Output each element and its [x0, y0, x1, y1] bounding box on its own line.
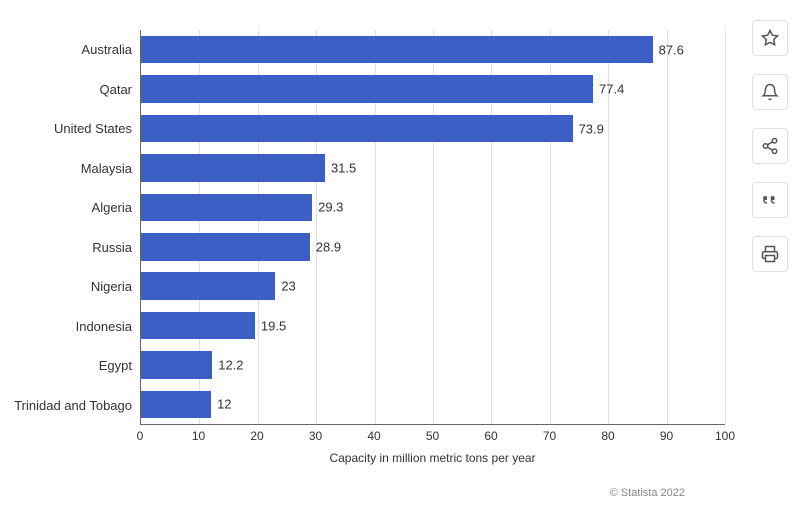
sidebar-tools: [745, 0, 795, 505]
x-axis-tick: 70: [543, 429, 556, 443]
bar[interactable]: 77.4: [141, 75, 593, 103]
x-axis-tick: 100: [715, 429, 735, 443]
plot-area: 87.6 77.4 73.9 31.5 29.3 28.9 23 19.5 12.2 12: [140, 30, 725, 425]
bar-value-label: 12: [217, 397, 231, 412]
share-button[interactable]: [752, 128, 788, 164]
bars-container: 87.6 77.4 73.9 31.5 29.3 28.9 23 19.5 12.2 12: [141, 30, 725, 424]
bar-value-label: 31.5: [331, 160, 356, 175]
print-icon: [761, 245, 779, 263]
y-axis-label: Australia: [10, 30, 140, 70]
bar[interactable]: 23: [141, 272, 275, 300]
bar-row: 77.4: [141, 69, 725, 108]
bar[interactable]: 73.9: [141, 115, 573, 143]
x-axis-tick: 50: [426, 429, 439, 443]
x-axis-tick: 0: [137, 429, 144, 443]
print-button[interactable]: [752, 236, 788, 272]
y-axis-label: Malaysia: [10, 149, 140, 189]
quote-icon: [761, 191, 779, 209]
bar-row: 12: [141, 385, 725, 424]
bar-value-label: 29.3: [318, 200, 343, 215]
chart-area: AustraliaQatarUnited StatesMalaysiaAlger…: [0, 0, 745, 505]
bar-row: 12.2: [141, 345, 725, 384]
bar[interactable]: 19.5: [141, 312, 255, 340]
x-axis-tick: 10: [192, 429, 205, 443]
y-axis-label: Egypt: [10, 346, 140, 386]
bar[interactable]: 31.5: [141, 154, 325, 182]
y-axis-label: Trinidad and Tobago: [10, 386, 140, 426]
bar-value-label: 23: [281, 279, 295, 294]
cite-button[interactable]: [752, 182, 788, 218]
star-icon: [761, 29, 779, 47]
bar-value-label: 87.6: [659, 42, 684, 57]
bar[interactable]: 87.6: [141, 36, 653, 64]
bar[interactable]: 12: [141, 391, 211, 419]
favorite-button[interactable]: [752, 20, 788, 56]
bar-row: 87.6: [141, 30, 725, 69]
x-axis-tick: 40: [367, 429, 380, 443]
y-axis-label: Russia: [10, 228, 140, 268]
bar[interactable]: 12.2: [141, 351, 212, 379]
bar-value-label: 12.2: [218, 357, 243, 372]
bar-row: 19.5: [141, 306, 725, 345]
y-axis: AustraliaQatarUnited StatesMalaysiaAlger…: [10, 30, 140, 425]
y-axis-label: Indonesia: [10, 307, 140, 347]
bar-row: 29.3: [141, 188, 725, 227]
x-axis-tick: 90: [660, 429, 673, 443]
notify-button[interactable]: [752, 74, 788, 110]
bar-row: 73.9: [141, 109, 725, 148]
x-axis-tick: 80: [601, 429, 614, 443]
bar-row: 23: [141, 266, 725, 305]
bar-value-label: 28.9: [316, 239, 341, 254]
bar-row: 28.9: [141, 227, 725, 266]
x-axis-label: Capacity in million metric tons per year: [329, 451, 535, 465]
gridline: [725, 30, 726, 424]
y-axis-label: Algeria: [10, 188, 140, 228]
x-axis: Capacity in million metric tons per year…: [140, 425, 725, 465]
attribution: © Statista 2022: [610, 487, 685, 499]
y-axis-label: Qatar: [10, 70, 140, 110]
bar[interactable]: 29.3: [141, 194, 312, 222]
share-icon: [761, 137, 779, 155]
bar[interactable]: 28.9: [141, 233, 310, 261]
x-axis-tick: 60: [484, 429, 497, 443]
bar-value-label: 73.9: [579, 121, 604, 136]
bar-value-label: 19.5: [261, 318, 286, 333]
x-axis-tick: 30: [309, 429, 322, 443]
bar-row: 31.5: [141, 148, 725, 187]
y-axis-label: Nigeria: [10, 267, 140, 307]
bar-value-label: 77.4: [599, 82, 624, 97]
x-axis-tick: 20: [250, 429, 263, 443]
bell-icon: [761, 83, 779, 101]
y-axis-label: United States: [10, 109, 140, 149]
